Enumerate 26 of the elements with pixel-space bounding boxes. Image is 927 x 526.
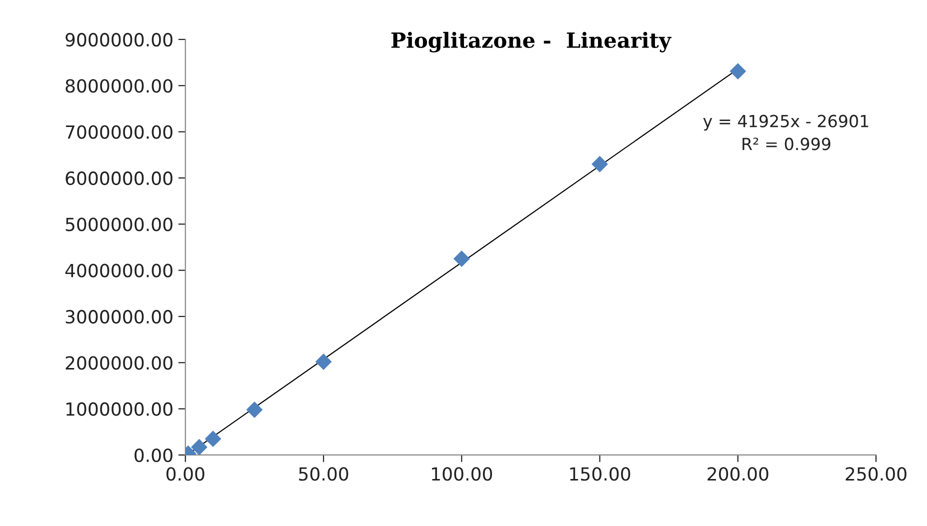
x-tick-label: 200.00: [708, 467, 768, 481]
y-tick-label: 3000000.00: [66, 310, 172, 324]
point: [730, 63, 746, 80]
chart-title: Pioglitazone - Linearity: [391, 32, 672, 52]
x-tick-label: 50.00: [299, 467, 348, 481]
y-tick-label: 5000000.00: [66, 218, 172, 232]
annotation: R² = 0.999: [742, 138, 830, 150]
y-tick-label: 6000000.00: [66, 171, 172, 186]
x-tick-label: 0.00: [166, 467, 204, 481]
y-tick-label: 7000000.00: [66, 125, 172, 139]
y-tick-label: 2000000.00: [66, 356, 172, 370]
y-tick-label: 0.00: [134, 448, 172, 462]
y-tick-label: 1000000.00: [66, 402, 172, 416]
x-tick-label: 150.00: [570, 467, 630, 481]
point: [190, 438, 208, 455]
y-tick-label: 9000000.00: [66, 32, 172, 47]
x-tick-label: 100.00: [432, 467, 492, 481]
point: [204, 430, 222, 448]
point: [592, 156, 608, 172]
y-tick-label: 8000000.00: [66, 79, 172, 93]
point: [246, 402, 263, 418]
x-tick-label: 250.00: [846, 467, 906, 481]
annotation: y = 41925x - 26901: [703, 114, 868, 131]
y-tick-label: 4000000.00: [65, 264, 172, 278]
point: [453, 250, 470, 267]
point: [315, 354, 332, 370]
